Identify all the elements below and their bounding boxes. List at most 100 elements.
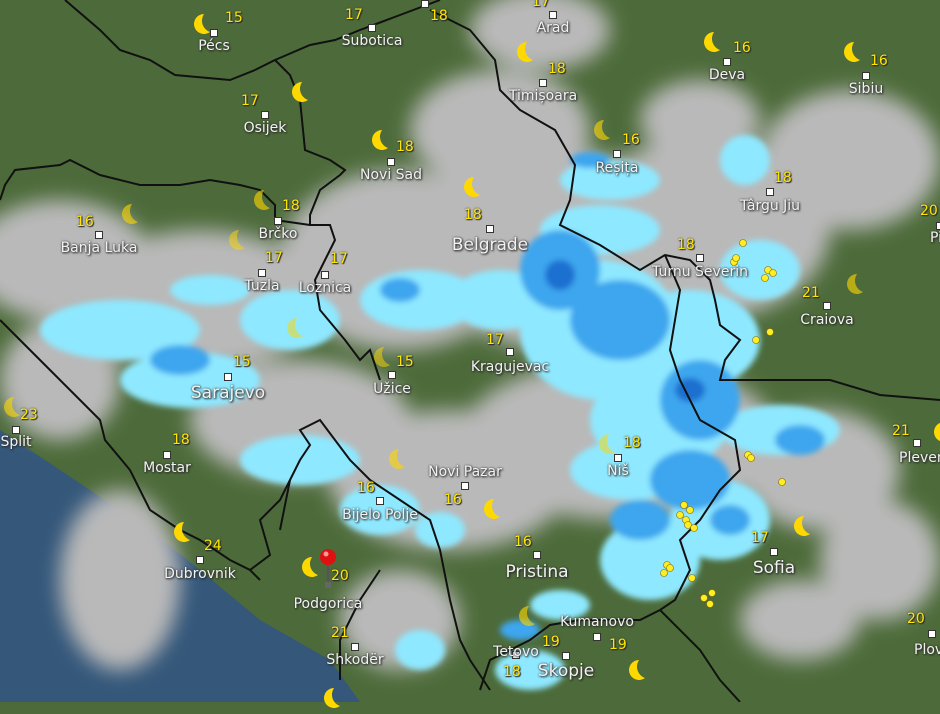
moon-crescent-icon (625, 658, 647, 680)
city-label[interactable]: Dubrovnik (164, 566, 236, 582)
city-label[interactable]: Užice (373, 381, 411, 397)
city-marker[interactable] (351, 643, 359, 651)
city-temperature: 16 (357, 480, 375, 496)
city-marker[interactable] (388, 371, 396, 379)
city-marker[interactable] (261, 111, 269, 119)
city-label[interactable]: Subotica (341, 33, 403, 49)
city-label[interactable]: Belgrade (451, 235, 529, 255)
city-label[interactable]: Pécs (198, 38, 230, 54)
city-marker[interactable] (224, 373, 232, 381)
city-label[interactable]: Sibiu (848, 81, 884, 97)
city-marker[interactable] (486, 225, 494, 233)
city-marker[interactable] (210, 29, 218, 37)
city-label[interactable]: Niš (607, 463, 629, 479)
city-marker[interactable] (321, 271, 329, 279)
moon-crescent-icon (0, 395, 22, 417)
city-label[interactable]: Kumanovo (560, 614, 634, 630)
city-marker[interactable] (549, 11, 557, 19)
city-temperature: 20 (907, 611, 925, 627)
city-marker[interactable] (163, 451, 171, 459)
city-marker[interactable] (461, 482, 469, 490)
city-marker[interactable] (593, 633, 601, 641)
city-label[interactable]: Sofia (752, 558, 796, 578)
city-label[interactable]: Brčko (258, 226, 298, 242)
city-marker[interactable] (376, 497, 384, 505)
rain-medium (650, 450, 730, 510)
city-label[interactable]: Deva (708, 67, 746, 83)
moon-crescent-icon (368, 128, 390, 150)
city-marker[interactable] (368, 24, 376, 32)
city-marker[interactable] (770, 548, 778, 556)
city-label[interactable]: Timișoara (508, 88, 578, 104)
moon-crescent-icon (225, 228, 247, 250)
city-label[interactable]: Arad (536, 20, 570, 36)
lightning-strike (690, 524, 698, 532)
city-label[interactable]: Tetovo (493, 644, 539, 660)
city-marker[interactable] (387, 158, 395, 166)
city-marker[interactable] (421, 0, 429, 8)
city-label[interactable]: Shkodër (326, 652, 384, 668)
city-marker[interactable] (95, 231, 103, 239)
city-marker[interactable] (512, 651, 520, 659)
city-marker[interactable] (614, 454, 622, 462)
city-label[interactable]: Pristina (505, 562, 569, 582)
rain-light (40, 300, 200, 360)
city-temperature: 17 (532, 0, 550, 10)
moon-crescent-icon (843, 272, 865, 294)
city-marker[interactable] (196, 556, 204, 564)
city-temperature: 18 (503, 664, 521, 680)
city-marker[interactable] (766, 188, 774, 196)
city-label[interactable]: Craiova (800, 312, 854, 328)
city-temperature: 15 (233, 354, 251, 370)
city-marker[interactable] (862, 72, 870, 80)
city-marker[interactable] (823, 302, 831, 310)
city-marker[interactable] (258, 269, 266, 277)
city-marker[interactable] (506, 348, 514, 356)
city-label[interactable]: Loznica (298, 280, 352, 296)
city-label[interactable]: Târgu Jiu (739, 198, 801, 214)
city-label[interactable]: Tuzla (244, 278, 280, 294)
city-label[interactable]: Reșița (595, 160, 639, 176)
city-temperature: 18 (548, 61, 566, 77)
lightning-strike (666, 564, 674, 572)
city-marker[interactable] (562, 652, 570, 660)
rain-medium (610, 500, 670, 540)
city-label[interactable]: Novi Sad (359, 167, 423, 183)
city-label[interactable]: Kragujevac (470, 359, 550, 375)
moon-crescent-icon (480, 497, 502, 519)
city-label[interactable]: Podgorica (293, 596, 363, 612)
lightning-strike (708, 589, 716, 597)
city-label[interactable]: Sarajevo (190, 383, 266, 403)
city-marker[interactable] (539, 79, 547, 87)
city-temperature: 18 (774, 170, 792, 186)
city-marker[interactable] (936, 222, 940, 230)
city-label[interactable]: Mostar (143, 460, 191, 476)
city-label[interactable]: Novi Pazar (428, 464, 502, 480)
city-marker[interactable] (613, 150, 621, 158)
rain-medium (660, 360, 740, 440)
city-marker[interactable] (274, 217, 282, 225)
city-label[interactable]: Split (0, 434, 32, 450)
city-marker[interactable] (533, 551, 541, 559)
city-temperature: 15 (396, 354, 414, 370)
location-pin-icon[interactable] (320, 548, 338, 594)
city-label[interactable]: Plov (914, 642, 940, 658)
city-marker[interactable] (12, 426, 20, 434)
moon-crescent-icon (320, 686, 342, 708)
city-marker[interactable] (913, 439, 921, 447)
city-label[interactable]: Skopje (537, 661, 595, 681)
city-label[interactable]: Pit (930, 230, 940, 246)
rain-medium (570, 280, 670, 360)
city-temperature: 20 (920, 203, 938, 219)
city-label[interactable]: Turnu Severin (652, 264, 748, 280)
city-label[interactable]: Osijek (243, 120, 287, 136)
city-label[interactable]: Pleven (899, 450, 940, 466)
city-marker[interactable] (723, 58, 731, 66)
city-marker[interactable] (928, 630, 936, 638)
rain-light (560, 160, 660, 200)
city-label[interactable]: Banja Luka (60, 240, 138, 256)
city-marker[interactable] (696, 254, 704, 262)
city-label[interactable]: Bijelo Polje (342, 507, 418, 523)
lightning-strikes (660, 239, 786, 608)
